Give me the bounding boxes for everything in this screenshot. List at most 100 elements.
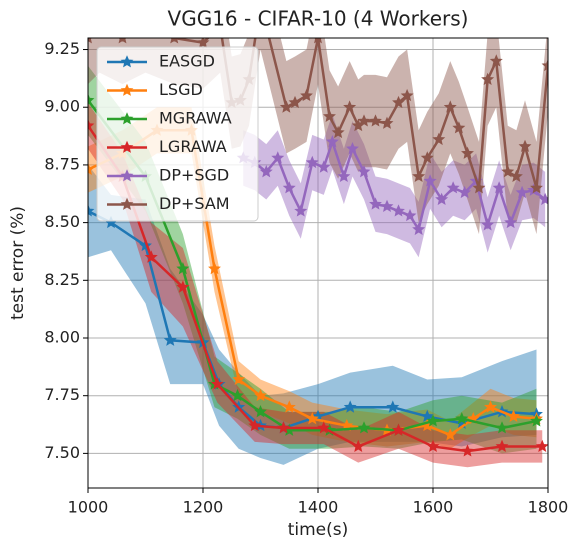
point-marker xyxy=(144,250,158,263)
legend-label: MGRAWA xyxy=(159,109,232,128)
point-marker xyxy=(288,95,302,109)
point-marker xyxy=(369,114,382,127)
point-marker xyxy=(337,169,351,182)
point-marker xyxy=(535,439,548,452)
point-marker xyxy=(343,400,357,413)
point-marker xyxy=(313,38,323,44)
point-marker xyxy=(481,72,495,86)
point-marker xyxy=(118,38,127,44)
point-marker xyxy=(357,165,371,178)
point-marker xyxy=(351,439,365,452)
legend-label: DP+SGD xyxy=(159,166,229,185)
point-marker xyxy=(88,118,95,132)
point-marker xyxy=(346,142,359,155)
legend-marker xyxy=(120,112,134,125)
point-marker xyxy=(481,218,495,231)
point-marker xyxy=(492,181,506,194)
x-tick-label: 1400 xyxy=(298,498,339,517)
legend-marker xyxy=(120,169,134,182)
point-marker xyxy=(88,162,95,176)
error-band xyxy=(243,114,546,258)
x-tick-label: 1200 xyxy=(183,498,224,517)
y-tick-label: 7.50 xyxy=(44,443,80,462)
point-marker xyxy=(443,428,457,441)
point-marker xyxy=(325,134,339,148)
point-marker xyxy=(88,93,95,106)
point-marker xyxy=(357,114,371,127)
point-marker xyxy=(412,169,426,182)
legend-label: EASGD xyxy=(159,52,215,71)
point-marker xyxy=(455,411,469,425)
point-marker xyxy=(484,400,497,413)
point-marker xyxy=(426,414,440,427)
y-tick-label: 9.25 xyxy=(44,39,80,58)
point-marker xyxy=(452,121,466,134)
legend-marker xyxy=(120,140,134,153)
error-band xyxy=(88,65,537,454)
point-marker xyxy=(461,444,474,457)
point-marker xyxy=(163,333,177,346)
point-marker xyxy=(461,146,474,159)
point-marker xyxy=(323,109,336,122)
point-marker xyxy=(403,208,417,222)
point-marker xyxy=(305,411,319,425)
legend: EASGD LSGD MGRAWA LGRAWA DP+SGD DP+SAM xyxy=(96,46,259,222)
point-marker xyxy=(495,439,509,452)
point-marker xyxy=(504,215,518,229)
point-marker xyxy=(331,125,345,139)
point-marker xyxy=(196,38,210,49)
legend-marker xyxy=(120,83,134,96)
lines xyxy=(88,38,548,457)
point-marker xyxy=(254,405,267,418)
point-marker xyxy=(282,400,296,413)
point-marker xyxy=(380,199,394,212)
point-marker xyxy=(232,372,246,386)
point-marker xyxy=(88,204,95,217)
point-marker xyxy=(432,132,446,146)
point-marker xyxy=(489,54,503,67)
point-marker xyxy=(277,421,290,434)
point-marker xyxy=(501,164,515,178)
y-axis-label: test error (%) xyxy=(8,206,28,320)
error-band xyxy=(88,164,537,465)
point-marker xyxy=(412,222,426,236)
point-marker xyxy=(176,261,190,275)
point-marker xyxy=(176,280,190,293)
point-marker xyxy=(392,423,405,436)
series-line xyxy=(88,124,543,453)
x-axis-label: time(s) xyxy=(288,520,349,540)
series-line xyxy=(88,99,537,432)
x-tick-label: 1600 xyxy=(413,498,454,517)
point-marker xyxy=(357,421,371,434)
axes: 1000 1200 1400 1600 1800 7.50 7.75 8.00 8.25 8.50… xyxy=(44,39,568,516)
point-marker xyxy=(392,95,405,109)
point-marker xyxy=(254,388,267,402)
point-marker xyxy=(400,88,414,102)
y-tick-label: 8.25 xyxy=(44,270,80,289)
point-marker xyxy=(443,100,457,113)
point-marker xyxy=(259,164,273,178)
point-marker xyxy=(271,151,285,164)
point-marker xyxy=(420,409,434,422)
legend-label: LSGD xyxy=(159,80,203,99)
y-tick-label: 8.75 xyxy=(44,154,80,173)
chart-title: VGG16 - CIFAR-10 (4 Workers) xyxy=(168,7,469,31)
y-tick-label: 9.00 xyxy=(44,97,80,116)
point-marker xyxy=(208,262,221,275)
point-marker xyxy=(369,197,382,210)
point-marker xyxy=(541,58,548,72)
point-marker xyxy=(300,88,313,102)
legend-label: DP+SAM xyxy=(159,194,230,213)
point-marker xyxy=(507,409,520,422)
point-marker xyxy=(472,181,486,194)
point-marker xyxy=(530,414,543,427)
point-marker xyxy=(435,192,449,206)
point-marker xyxy=(458,185,472,199)
point-marker xyxy=(210,377,224,390)
y-tick-label: 7.75 xyxy=(44,385,80,404)
point-marker xyxy=(343,100,357,113)
point-marker xyxy=(305,155,319,169)
series-line xyxy=(242,137,546,233)
point-marker xyxy=(386,400,400,413)
